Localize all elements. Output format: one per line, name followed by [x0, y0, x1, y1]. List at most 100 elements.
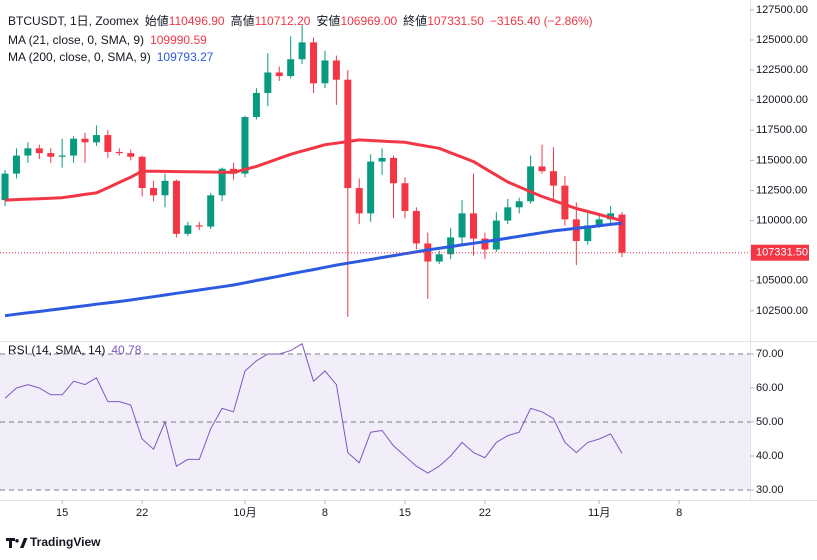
axes [0, 0, 817, 501]
candle-body [127, 153, 135, 157]
candle-body [104, 135, 112, 152]
candle-body [92, 135, 100, 143]
x-tick-label: 8 [676, 507, 682, 519]
legend-field-label: 終値 [403, 13, 427, 28]
candle-body [561, 185, 569, 220]
candle-body [81, 138, 89, 143]
candle-body [412, 210, 420, 244]
moving-average-line [4, 138, 623, 223]
legend-rsi-value: 40.78 [111, 343, 141, 357]
legend-ma-name: MA (200, close, 0, SMA, 9) [8, 50, 151, 64]
x-tick-label: 10月 [233, 507, 256, 519]
candle-body [355, 188, 363, 214]
candle-body [435, 254, 443, 262]
candle-body [378, 157, 386, 162]
last-price-badge [751, 244, 809, 261]
y-tick-label: 40.00 [756, 450, 784, 462]
legend-ma-value: 109793.27 [157, 50, 214, 64]
legend-field-value: 110496.90 [169, 14, 225, 28]
brand-logo: TradingView [6, 535, 101, 549]
candle-body [12, 155, 20, 174]
legend-rsi-name: RSI (14, SMA, 14) [8, 343, 105, 357]
y-tick-label: 30.00 [756, 484, 784, 496]
legend-ma-name: MA (21, close, 0, SMA, 9) [8, 33, 144, 47]
candle-body [24, 148, 32, 156]
y-tick-label: 105000.00 [756, 275, 808, 287]
candle-body [401, 183, 409, 211]
candle-body [218, 168, 226, 196]
x-tick-label: 11月 [588, 507, 610, 519]
brand-icon [6, 538, 28, 548]
candle-body [549, 171, 557, 186]
x-tick-label: 22 [136, 507, 148, 519]
y-tick-label: 102500.00 [756, 305, 808, 317]
legend-ma-value: 109990.59 [150, 33, 207, 47]
candle-body [538, 166, 546, 172]
candle-body [458, 213, 466, 238]
legend-field-label: 始値 [145, 13, 169, 28]
y-tick-label: 127500.00 [756, 4, 808, 16]
rsi-pane [0, 343, 750, 491]
candle-body [424, 243, 432, 262]
moving-average-line [4, 221, 623, 318]
candle-body [595, 219, 603, 226]
candle-body [275, 72, 283, 77]
y-tick-label: 125000.00 [756, 34, 808, 46]
candle-body [344, 79, 352, 189]
legend-rsi: RSI (14, SMA, 14) 40.78 [8, 343, 142, 357]
x-tick-label: 15 [399, 507, 411, 519]
brand-name: TradingView [30, 535, 101, 549]
candle-body [264, 72, 272, 93]
candle-body [469, 213, 477, 239]
rsi-line [4, 343, 623, 474]
candle-body [298, 42, 306, 60]
candle-body [47, 153, 55, 157]
candle-body [527, 166, 535, 202]
price-pane [0, 25, 750, 318]
candle-body [390, 157, 398, 184]
candle-body [492, 220, 500, 250]
candle-body [184, 225, 192, 234]
candle-body [150, 188, 158, 196]
candle-body [161, 180, 169, 196]
candle-body [584, 225, 592, 242]
candle-body [35, 148, 43, 154]
y-tick-label: 110000.00 [756, 214, 807, 226]
candle-body [287, 59, 295, 77]
y-tick-label: 120000.00 [756, 94, 808, 106]
candle-body [367, 161, 375, 214]
y-tick-label: 117500.00 [756, 124, 807, 136]
y-tick-label: 60.00 [756, 382, 784, 394]
legend-ma: MA (200, close, 0, SMA, 9) 109793.27 [8, 50, 214, 64]
candle-body [618, 214, 626, 253]
legend-ma: MA (21, close, 0, SMA, 9) 109990.59 [8, 33, 207, 47]
last-price-label: 107331.50 [756, 247, 808, 259]
y-tick-label: 112500.00 [756, 184, 807, 196]
candle-body [241, 117, 249, 174]
y-tick-label: 115000.00 [756, 154, 807, 166]
y-tick-label: 122500.00 [756, 64, 808, 76]
legend-symbol: BTCUSDT, 1日, Zoomex [8, 14, 139, 28]
legend-field-value: 107331.50 [427, 14, 484, 28]
legend-change: −3165.40 (−2.86%) [490, 14, 593, 28]
candle-body [310, 42, 318, 84]
candle-body [332, 60, 340, 80]
candle-body [195, 225, 203, 227]
x-tick-label: 22 [479, 507, 491, 519]
legend-field-value: 106969.00 [340, 14, 397, 28]
candle-body [504, 207, 512, 221]
candle-body [481, 238, 489, 250]
legend-field-label: 安値 [316, 13, 340, 28]
x-tick-label: 15 [56, 507, 68, 519]
legend-ohlc: BTCUSDT, 1日, Zoomex 始値110496.90 高値110712.2… [8, 13, 593, 28]
candle-body [58, 155, 66, 157]
y-tick-label: 70.00 [756, 348, 784, 360]
candle-body [1, 173, 9, 201]
candle-body [252, 92, 260, 118]
x-tick-label: 8 [322, 507, 328, 519]
legend-field-value: 110712.20 [255, 14, 311, 28]
candle-body [515, 201, 523, 208]
candle-body [115, 151, 123, 154]
